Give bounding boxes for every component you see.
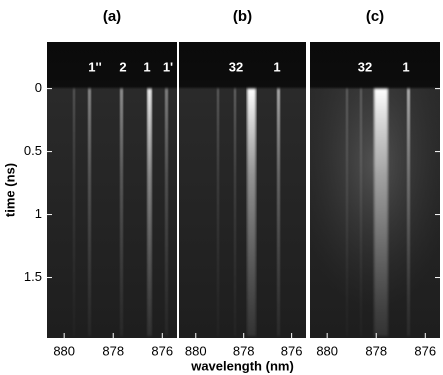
line-label: 1'' — [88, 59, 101, 74]
streak — [217, 88, 219, 337]
line-label: 2 — [119, 59, 126, 74]
x-tick-label: 876 — [414, 343, 436, 358]
streak — [360, 88, 362, 337]
line-label: 32 — [358, 59, 372, 74]
panel-title: (c) — [366, 8, 384, 25]
streak — [407, 88, 410, 337]
x-axis-label: wavelength (nm) — [190, 358, 294, 373]
line-label: 1 — [143, 59, 150, 74]
image-panel — [47, 42, 177, 338]
y-tick-label: 1 — [35, 206, 42, 221]
line-label: 1 — [402, 59, 409, 74]
streak — [147, 88, 152, 337]
image-panel — [179, 42, 306, 338]
y-axis-label: time (ns) — [2, 163, 17, 217]
x-tick-label: 878 — [102, 343, 124, 358]
y-tick-label: 1.5 — [24, 269, 42, 284]
streak — [234, 88, 236, 337]
x-tick-label: 876 — [151, 343, 173, 358]
line-label: 1' — [163, 59, 173, 74]
y-tick-label: 0 — [35, 80, 42, 95]
streak — [346, 88, 348, 337]
panel-title: (a) — [103, 8, 121, 25]
streak — [165, 88, 168, 337]
panel-title: (b) — [233, 8, 252, 25]
line-label: 32 — [229, 59, 243, 74]
streak — [88, 88, 91, 337]
streak — [374, 88, 388, 337]
streak — [73, 88, 75, 337]
streak — [120, 88, 123, 337]
streak — [277, 88, 280, 337]
x-tick-label: 878 — [233, 343, 255, 358]
x-tick-label: 880 — [316, 343, 338, 358]
x-tick-label: 878 — [365, 343, 387, 358]
streak — [247, 88, 256, 337]
x-tick-label: 876 — [281, 343, 303, 358]
x-tick-label: 880 — [53, 343, 75, 358]
y-tick-label: 0.5 — [24, 143, 42, 158]
x-tick-label: 880 — [185, 343, 207, 358]
line-label: 1 — [273, 59, 280, 74]
